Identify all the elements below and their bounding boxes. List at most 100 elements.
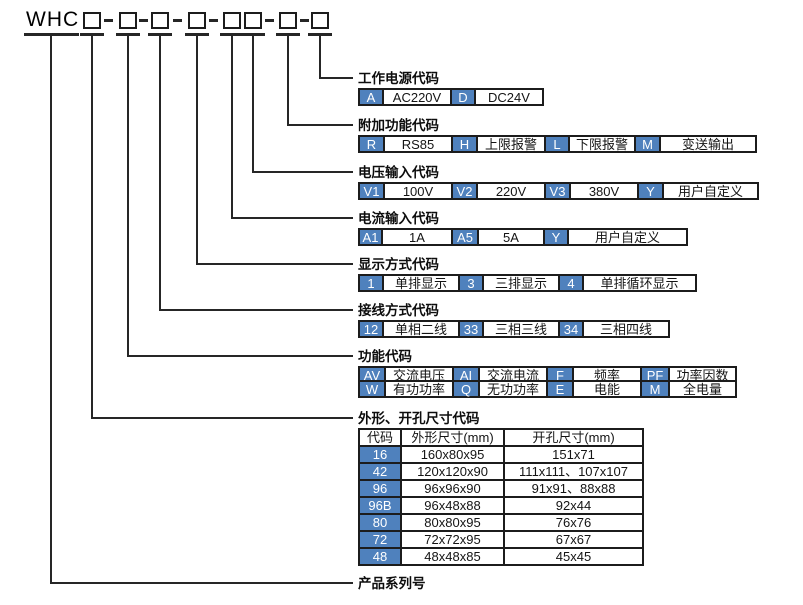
section-6-desc-cell: 电能	[572, 380, 642, 398]
dash-separator	[139, 19, 148, 22]
model-code-box	[83, 12, 101, 29]
section-5-desc-cell: 单相二线	[382, 320, 460, 338]
table-row: 72 72x72x95 67x67	[358, 530, 644, 549]
column-header: 开孔尺寸(mm)	[503, 428, 644, 447]
section-3-code-cell: A1	[358, 228, 383, 246]
box-underline	[80, 33, 104, 36]
column-header: 外形尺寸(mm)	[400, 428, 505, 447]
model-prefix: WHC	[26, 8, 80, 31]
section-label: 功能代码	[358, 349, 412, 364]
section-3-row: A1 1A A5 5A Y 用户自定义	[358, 228, 688, 246]
box-underline	[308, 33, 332, 36]
size-code-cell: 16	[358, 445, 402, 464]
model-code-box	[244, 12, 262, 29]
section-0-code-cell: D	[450, 88, 476, 106]
size-value-cell: 45x45	[503, 547, 644, 566]
section-label: 电压输入代码	[358, 165, 439, 180]
section-label: 工作电源代码	[358, 71, 439, 86]
model-code-box	[279, 12, 297, 29]
section-2-code-cell: V2	[451, 182, 478, 200]
connector-horizontal	[91, 417, 353, 419]
section-5-desc-cell: 三相三线	[482, 320, 560, 338]
size-value-cell: 48x48x85	[400, 547, 505, 566]
connector-vertical	[196, 36, 198, 265]
section-5-row: 12 单相二线 33 三相三线 34 三相四线	[358, 320, 670, 338]
section-4-code-cell: 4	[558, 274, 584, 292]
section-4-desc-cell: 三排显示	[482, 274, 560, 292]
size-value-cell: 67x67	[503, 530, 644, 549]
section-4-desc-cell: 单排显示	[382, 274, 460, 292]
section-0-row: A AC220V D DC24V	[358, 88, 544, 106]
dash-separator	[173, 19, 182, 22]
size-value-cell: 96x48x88	[400, 496, 505, 515]
connector-vertical	[287, 36, 289, 126]
section-4-code-cell: 1	[358, 274, 384, 292]
size-value-cell: 76x76	[503, 513, 644, 532]
size-value-cell: 96x96x90	[400, 479, 505, 498]
section-6-row: W 有功功率 Q 无功功率 E 电能 M 全电量	[358, 380, 737, 398]
table-row: 48 48x48x85 45x45	[358, 547, 644, 566]
size-value-cell: 120x120x90	[400, 462, 505, 481]
section-0-code-cell: A	[358, 88, 384, 106]
section-1-desc-cell: 上限报警	[476, 135, 546, 153]
section-1-desc-cell: 变送输出	[659, 135, 757, 153]
size-code-cell: 48	[358, 547, 402, 566]
section-4-code-cell: 3	[458, 274, 484, 292]
size-code-cell: 96B	[358, 496, 402, 515]
section-1-code-cell: H	[451, 135, 478, 153]
section-6-desc-cell: 无功功率	[478, 380, 548, 398]
section-1-code-cell: R	[358, 135, 385, 153]
column-header: 代码	[358, 428, 402, 447]
model-code-box	[119, 12, 137, 29]
size-value-cell: 72x72x95	[400, 530, 505, 549]
section-1-row: R RS85 H 上限报警 L 下限报警 M 变送输出	[358, 135, 757, 153]
connector-horizontal	[196, 263, 353, 265]
section-label: 电流输入代码	[358, 211, 439, 226]
prefix-underline	[24, 33, 79, 36]
model-code-box	[188, 12, 206, 29]
section-2-row: V1 100V V2 220V V3 380V Y 用户自定义	[358, 182, 759, 200]
model-code-box	[311, 12, 329, 29]
table-row: 96 96x96x90 91x91、88x88	[358, 479, 644, 498]
box-underline	[116, 33, 140, 36]
section-label: 附加功能代码	[358, 118, 439, 133]
size-value-cell: 151x71	[503, 445, 644, 464]
section-6-desc-cell: 有功功率	[384, 380, 454, 398]
section-3-code-cell: Y	[543, 228, 569, 246]
section-2-code-cell: Y	[637, 182, 664, 200]
connector-vertical	[127, 36, 129, 357]
section-0-desc-cell: DC24V	[474, 88, 544, 106]
size-code-cell: 80	[358, 513, 402, 532]
size-code-cell: 96	[358, 479, 402, 498]
size-value-cell: 111x111、107x107	[503, 462, 644, 481]
table-row: 42 120x120x90 111x111、107x107	[358, 462, 644, 481]
section-3-desc-cell: 1A	[381, 228, 453, 246]
section-5-code-cell: 12	[358, 320, 384, 338]
box-underline	[148, 33, 172, 36]
connector-horizontal	[287, 124, 353, 126]
section-2-code-cell: V3	[544, 182, 571, 200]
dimension-table-title: 外形、开孔尺寸代码	[358, 411, 480, 426]
connector-vertical	[50, 36, 52, 584]
connector-vertical	[252, 36, 254, 173]
connector-horizontal	[50, 582, 353, 584]
section-5-code-cell: 34	[558, 320, 584, 338]
connector-vertical	[231, 36, 233, 219]
table-row: 16 160x80x95 151x71	[358, 445, 644, 464]
size-value-cell: 160x80x95	[400, 445, 505, 464]
section-2-desc-cell: 220V	[476, 182, 546, 200]
section-label: 接线方式代码	[358, 303, 439, 318]
size-value-cell: 92x44	[503, 496, 644, 515]
section-6-code-cell: W	[358, 380, 386, 398]
dimension-table: 代码 外形尺寸(mm) 开孔尺寸(mm) 16 160x80x95 151x71 42 120…	[358, 428, 644, 566]
box-underline	[241, 33, 265, 36]
section-label: 显示方式代码	[358, 257, 439, 272]
size-value-cell: 91x91、88x88	[503, 479, 644, 498]
section-2-desc-cell: 用户自定义	[662, 182, 759, 200]
section-1-code-cell: M	[634, 135, 661, 153]
table-row: 80 80x80x95 76x76	[358, 513, 644, 532]
connector-horizontal	[231, 217, 353, 219]
connector-vertical	[91, 36, 93, 419]
dash-separator	[265, 19, 274, 22]
